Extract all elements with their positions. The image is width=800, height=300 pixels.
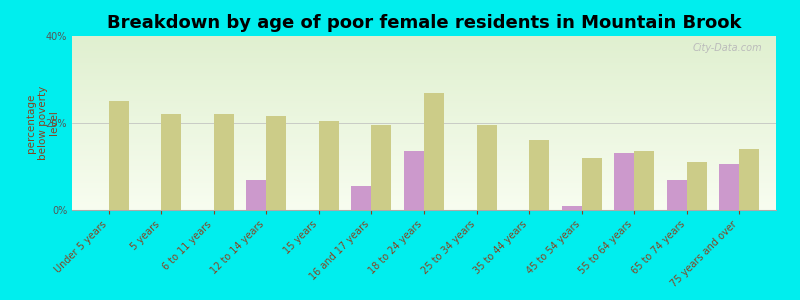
Bar bbox=[686, 162, 706, 210]
Bar bbox=[562, 206, 582, 210]
Bar bbox=[529, 140, 549, 210]
Bar bbox=[477, 125, 497, 210]
Bar bbox=[614, 154, 634, 210]
Bar bbox=[582, 158, 602, 210]
Bar bbox=[246, 179, 266, 210]
Bar bbox=[634, 151, 654, 210]
Bar bbox=[739, 149, 759, 210]
Bar bbox=[351, 186, 371, 210]
Bar bbox=[162, 114, 182, 210]
Bar bbox=[214, 114, 234, 210]
Bar bbox=[109, 101, 129, 210]
Title: Breakdown by age of poor female residents in Mountain Brook: Breakdown by age of poor female resident… bbox=[106, 14, 742, 32]
Bar bbox=[666, 179, 686, 210]
Bar bbox=[266, 116, 286, 210]
Text: City-Data.com: City-Data.com bbox=[692, 43, 762, 53]
Y-axis label: percentage
below poverty
level: percentage below poverty level bbox=[26, 86, 59, 160]
Bar bbox=[424, 93, 444, 210]
Bar bbox=[719, 164, 739, 210]
Bar bbox=[371, 125, 391, 210]
Bar bbox=[404, 151, 424, 210]
Bar bbox=[319, 121, 339, 210]
